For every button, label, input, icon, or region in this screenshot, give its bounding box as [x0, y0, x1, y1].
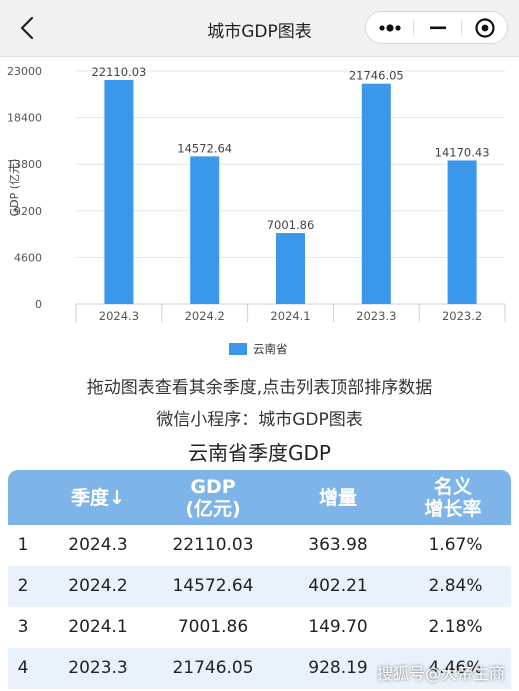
back-button[interactable]: [14, 14, 42, 42]
x-tick-label: 2023.3: [356, 309, 396, 323]
row-rank: 4: [17, 658, 29, 678]
capsule-divider: [413, 20, 414, 35]
y-tick-label: 0: [35, 298, 42, 311]
row-growth: 1.67%: [428, 535, 483, 555]
header-gdp-unit: (亿元): [185, 497, 241, 520]
row-gdp: 22110.03: [172, 535, 254, 555]
row-rank: 3: [17, 617, 29, 637]
row-gdp: 21746.05: [172, 658, 254, 678]
chart-canvas[interactable]: 0 4600 9200 13800 18400 23000 GDP (亿元) 22110.03…: [0, 57, 519, 367]
row-growth: 2.18%: [428, 617, 483, 637]
row-growth: 4.46%: [428, 658, 483, 678]
row-rank: 1: [17, 535, 29, 555]
legend-label: 云南省: [253, 342, 288, 356]
x-tick-label: 2024.1: [270, 309, 310, 323]
bar-value-label: 14170.43: [435, 145, 490, 159]
table-header: 季度↓ GDP (亿元) 增量 名义 增长率: [8, 470, 511, 525]
mini-program-credit: 微信小程序：城市GDP图表: [156, 410, 363, 430]
row-quarter: 2024.2: [68, 576, 128, 596]
mini-program-capsule: [365, 11, 508, 44]
gdp-bar-chart[interactable]: 0 4600 9200 13800 18400 23000 GDP (亿元) 22110.03…: [0, 57, 519, 367]
bar: [190, 156, 220, 304]
row-gdp: 7001.86: [177, 617, 249, 637]
y-tick-label: 18400: [7, 112, 42, 125]
y-tick-label: 4600: [14, 251, 42, 264]
minimize-icon: [430, 26, 446, 30]
table-row[interactable]: 2 2024.2 14572.64 402.21 2.84%: [8, 566, 511, 607]
bar: [276, 233, 305, 304]
drag-hint-text: 拖动图表查看其余季度,点击列表顶部排序数据: [86, 378, 433, 398]
x-tick-label: 2024.3: [99, 309, 139, 323]
header-growth-line1: 名义: [433, 475, 472, 498]
header-increase-sort[interactable]: 增量: [318, 486, 357, 509]
nav-bar: 城市GDP图表: [0, 0, 519, 57]
row-rank: 2: [17, 576, 29, 596]
capsule-divider: [461, 20, 462, 35]
bar-value-label: 22110.03: [91, 65, 146, 79]
bar-value-label: 14572.64: [177, 141, 232, 155]
close-button[interactable]: [462, 12, 509, 43]
watermark: 搜狐号@大帝生商: [377, 664, 506, 683]
table-row[interactable]: 4 2023.3 21746.05 928.19 4.46%: [8, 648, 511, 689]
more-dots-icon: [379, 24, 401, 32]
header-gdp-sort[interactable]: GDP (亿元): [153, 470, 273, 525]
more-button[interactable]: [366, 12, 413, 43]
row-quarter: 2024.3: [68, 535, 128, 555]
header-quarter-sort[interactable]: 季度↓: [71, 486, 125, 509]
bar-value-label: 21746.05: [349, 69, 404, 83]
table-row[interactable]: 1 2024.3 22110.03 363.98 1.67%: [8, 525, 511, 566]
bar: [104, 80, 134, 305]
y-tick-label: 9200: [14, 205, 42, 218]
y-tick-label: 13800: [7, 158, 42, 171]
header-growth-line2: 增长率: [424, 497, 482, 520]
x-tick-label: 2023.2: [442, 309, 482, 323]
row-increase: 402.21: [308, 576, 368, 596]
minimize-button[interactable]: [414, 12, 461, 43]
legend-swatch: [229, 343, 247, 355]
bar: [447, 160, 477, 304]
page-title: 城市GDP图表: [207, 22, 312, 42]
target-close-icon: [475, 18, 495, 38]
chevron-left-icon: [20, 16, 34, 40]
row-gdp: 14572.64: [172, 576, 254, 596]
row-increase: 149.70: [308, 617, 368, 637]
y-axis-title: GDP (亿元): [8, 159, 21, 217]
y-tick-label: 23000: [7, 65, 42, 78]
row-increase: 928.19: [308, 658, 368, 678]
table-row[interactable]: 3 2024.1 7001.86 149.70 2.18%: [8, 607, 511, 648]
row-growth: 2.84%: [428, 576, 483, 596]
row-quarter: 2023.3: [68, 658, 128, 678]
bar: [361, 83, 391, 304]
row-quarter: 2024.1: [68, 617, 128, 637]
header-gdp-label: GDP: [190, 475, 236, 498]
table-title: 云南省季度GDP: [188, 441, 331, 465]
header-growth-sort[interactable]: 名义 增长率: [398, 470, 508, 525]
row-increase: 363.98: [308, 535, 368, 555]
bar-value-label: 7001.86: [267, 218, 315, 232]
x-tick-label: 2024.2: [185, 309, 225, 323]
